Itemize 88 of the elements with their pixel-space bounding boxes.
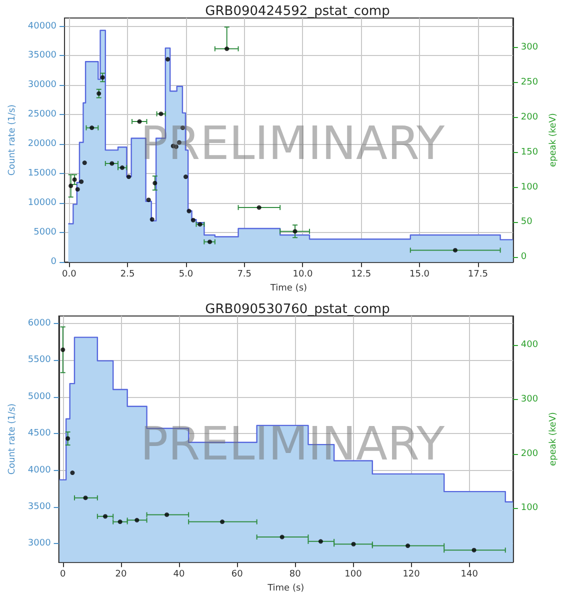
point [110, 161, 114, 166]
point [280, 534, 284, 540]
point [158, 112, 164, 116]
x-axis-title: Time (s) [266, 584, 304, 594]
x-tick-label: 140 [460, 570, 478, 580]
chart-title: GRB090530760_pstat_comp [205, 302, 390, 317]
y-tick-label: 15000 [28, 168, 57, 179]
point [198, 222, 202, 227]
point [152, 180, 158, 186]
x-tick-label: 0 [60, 570, 66, 580]
y2-tick-label: 100 [520, 503, 538, 514]
point [75, 187, 80, 192]
x-tick-label: 100 [344, 570, 362, 580]
x-tick-label: 2.5 [120, 270, 135, 280]
y-tick-label: 6000 [28, 318, 52, 328]
x-tick-label: 0.0 [62, 270, 77, 280]
point [90, 126, 94, 130]
point [60, 348, 66, 352]
point [186, 208, 192, 214]
x-tick-label: 7.5 [237, 270, 252, 280]
x-tick-label: 10.0 [292, 270, 314, 280]
x-tick-label: 80 [289, 570, 302, 580]
y-tick-label: 5000 [28, 392, 52, 402]
y-tick-label: 25000 [28, 110, 57, 120]
y-tick-label: 20000 [28, 139, 57, 150]
point [70, 470, 75, 476]
y-tick-label: 5000 [34, 228, 57, 238]
point [472, 548, 476, 552]
point [72, 177, 77, 182]
y-tick-label: 4500 [28, 428, 52, 439]
y-tick-label: 0 [50, 257, 57, 268]
y2-tick-label: 200 [520, 448, 538, 459]
x-tick-label: 60 [231, 570, 244, 580]
x-tick-label: 15.0 [409, 270, 430, 280]
point [150, 217, 154, 222]
point [183, 174, 188, 180]
point [68, 184, 74, 188]
x-tick-label: 17.5 [468, 270, 488, 280]
y2-tick-label: 0 [520, 252, 527, 262]
point [318, 539, 323, 544]
x-axis-title: Time (s) [269, 284, 308, 294]
point [220, 520, 225, 524]
y2-tick-label: 100 [520, 182, 538, 192]
point [82, 160, 87, 166]
point [351, 542, 356, 546]
point [79, 179, 84, 184]
point [166, 57, 170, 62]
y-tick-label: 3000 [28, 538, 52, 549]
point [256, 205, 262, 210]
y2-tick-label: 200 [520, 112, 538, 122]
point [100, 75, 105, 80]
y-tick-label: 40000 [28, 21, 57, 32]
point [96, 91, 102, 96]
y-axis-title: Count rate (1/s) [8, 104, 18, 176]
point [292, 229, 298, 234]
point [118, 520, 122, 524]
y2-tick-label: 250 [520, 77, 538, 88]
x-tick-label: 20 [115, 570, 127, 580]
point [83, 496, 88, 500]
y-tick-label: 35000 [28, 50, 57, 61]
point [190, 218, 196, 222]
y-tick-label: 10000 [28, 198, 57, 208]
y2-tick-label: 400 [520, 340, 538, 350]
y-axis-title: Count rate (1/s) [8, 403, 18, 475]
chart-title: GRB090424592_pstat_comp [205, 4, 390, 19]
point [406, 544, 410, 548]
point [134, 518, 140, 522]
x-tick-label: 12.5 [351, 270, 372, 280]
point [146, 198, 151, 202]
point [164, 512, 170, 517]
y2-axis-title: epeak (keV) [548, 412, 558, 466]
x-tick-label: 40 [173, 570, 186, 580]
point [208, 240, 212, 244]
x-tick-label: 5.0 [178, 270, 194, 280]
y2-tick-label: 150 [520, 147, 538, 158]
point [103, 514, 108, 519]
y2-tick-label: 300 [520, 394, 538, 404]
point [452, 248, 458, 252]
point [126, 174, 132, 180]
point [66, 436, 70, 441]
y2-tick-label: 300 [520, 42, 538, 52]
y-tick-label: 4000 [28, 465, 52, 476]
y2-axis-title: epeak (keV) [548, 113, 558, 168]
y2-tick-label: 50 [520, 217, 533, 228]
y-tick-label: 5500 [28, 355, 52, 366]
y-tick-label: 3500 [28, 502, 52, 512]
y-tick-label: 30000 [28, 80, 57, 90]
x-tick-label: 120 [402, 570, 420, 580]
